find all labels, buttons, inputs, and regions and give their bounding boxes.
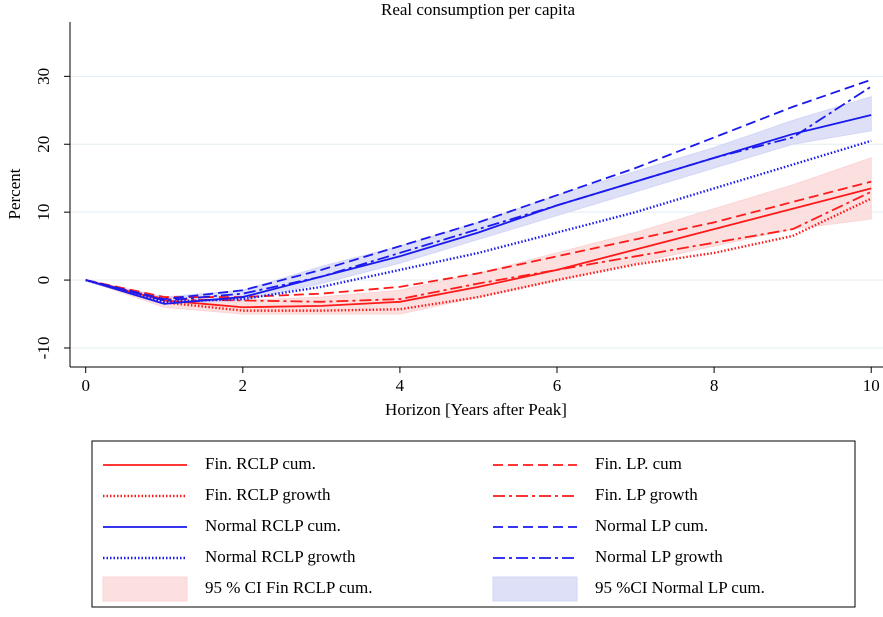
x-tick-label: 8 [710,376,719,395]
y-tick-label: 30 [34,68,53,85]
series-line [85,197,872,312]
series-line [85,180,872,298]
series-line [85,78,872,300]
y-tick-label: -10 [34,337,53,360]
legend-swatch [102,576,188,602]
ci-band [85,96,872,305]
legend-label: Normal RCLP cum. [205,516,341,535]
series-line [85,187,872,309]
series-line [85,85,872,302]
legend-label: 95 %CI Normal LP cum. [595,578,765,597]
y-tick-label: 20 [34,136,53,153]
x-axis-label: Horizon [Years after Peak] [385,400,567,419]
x-tick-label: 2 [239,376,248,395]
series-line [85,139,872,304]
x-tick-label: 6 [553,376,562,395]
y-axis-label: Percent [5,168,24,219]
legend-label: Fin. RCLP cum. [205,454,316,473]
legend-label: Fin. LP. cum [595,454,682,473]
y-tick-label: 10 [34,204,53,221]
legend-label: Normal LP growth [595,547,723,566]
x-tick-label: 0 [81,376,90,395]
legend-label: Fin. LP growth [595,485,698,504]
legend-label: Fin. RCLP growth [205,485,331,504]
x-tick-label: 10 [863,376,880,395]
legend-label: Normal RCLP growth [205,547,356,566]
legend-label: 95 % CI Fin RCLP cum. [205,578,373,597]
chart-title: Real consumption per capita [381,0,575,19]
legend-box [91,440,856,608]
y-tick-label: 0 [34,276,53,285]
legend-label: Normal LP cum. [595,516,708,535]
legend-swatch [492,576,578,602]
x-tick-label: 4 [396,376,405,395]
